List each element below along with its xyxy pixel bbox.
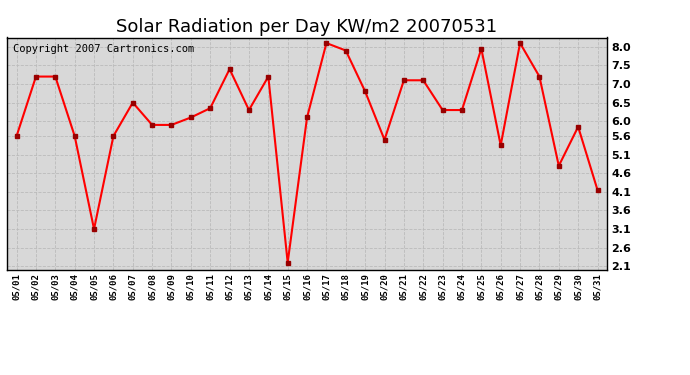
Text: Copyright 2007 Cartronics.com: Copyright 2007 Cartronics.com (13, 45, 194, 54)
Title: Solar Radiation per Day KW/m2 20070531: Solar Radiation per Day KW/m2 20070531 (117, 18, 497, 36)
